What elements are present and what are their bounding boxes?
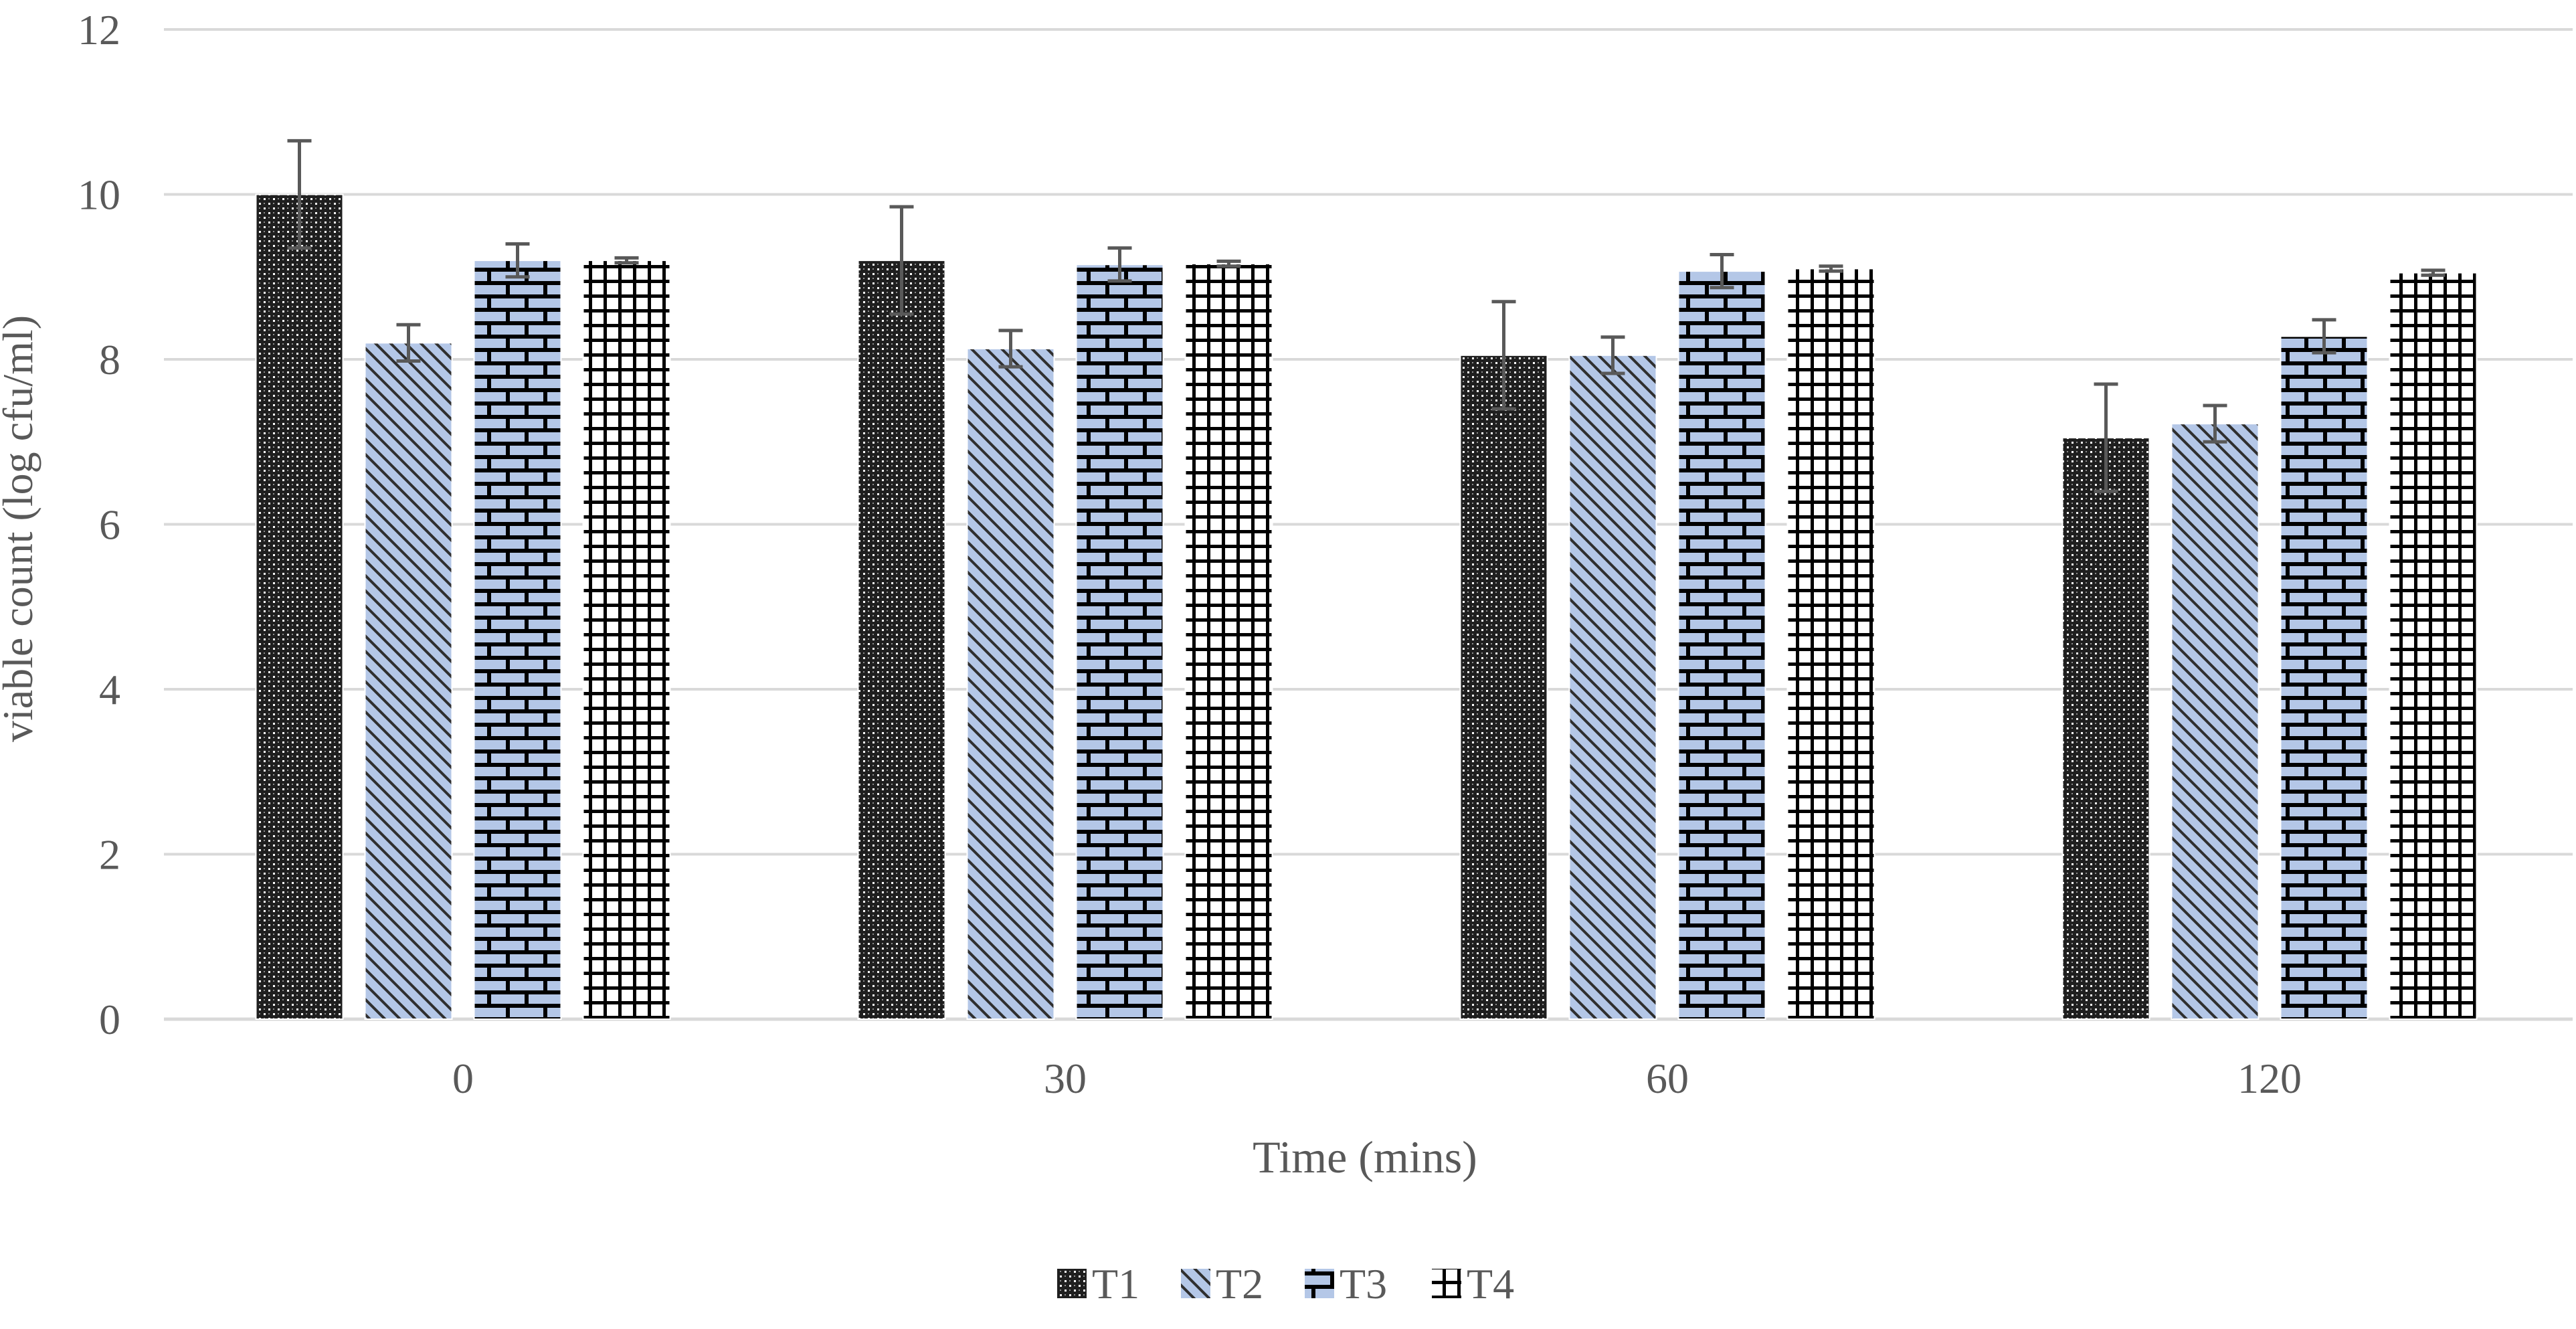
y-axis-title: viable count (log cfu/ml) — [0, 315, 41, 742]
legend-label: T3 — [1340, 1260, 1387, 1308]
bar-t1-0 — [255, 193, 344, 1020]
bar-t3-0 — [473, 260, 562, 1021]
bar-t1-30 — [857, 260, 946, 1021]
bar-t4-120 — [2389, 272, 2478, 1020]
legend-item-t4: T4 — [1432, 1260, 1514, 1308]
legend-item-t1: T1 — [1057, 1260, 1139, 1308]
bar-t3-60 — [1677, 270, 1766, 1020]
legend-swatch — [1432, 1269, 1461, 1298]
x-tick-label: 120 — [2237, 1055, 2302, 1102]
y-tick-label: 10 — [78, 171, 120, 219]
x-tick-label: 30 — [1044, 1055, 1087, 1102]
legend-swatch — [1057, 1269, 1087, 1298]
legend-label: T4 — [1467, 1260, 1514, 1308]
x-tick-label: 60 — [1646, 1055, 1689, 1102]
legend-label: T2 — [1216, 1260, 1263, 1308]
bar-t4-0 — [582, 260, 671, 1021]
y-tick-label: 0 — [99, 996, 120, 1043]
bar-t2-120 — [2171, 423, 2260, 1020]
x-axis-title: Time (mins) — [1253, 1132, 1477, 1182]
legend-swatch — [1305, 1269, 1334, 1298]
y-tick-label: 12 — [78, 6, 120, 54]
bar-t2-0 — [364, 342, 453, 1020]
x-axis-tick-labels: 0 30 60 120 — [452, 1055, 2302, 1102]
y-tick-label: 4 — [99, 666, 120, 713]
y-tick-label: 2 — [99, 831, 120, 879]
y-tick-label: 6 — [99, 501, 120, 549]
y-axis-ticks: 0 2 4 6 8 10 12 — [78, 6, 120, 1043]
legend-swatch — [1181, 1269, 1210, 1298]
error-bars — [287, 139, 2446, 493]
legend: T1 T2 T3 T4 — [1057, 1260, 1514, 1308]
legend-item-t3: T3 — [1305, 1260, 1387, 1308]
bar-t1-120 — [2061, 437, 2150, 1020]
legend-item-t2: T2 — [1181, 1260, 1263, 1308]
bar-series — [255, 193, 2478, 1021]
x-tick-label: 0 — [452, 1055, 474, 1102]
bar-t3-120 — [2280, 335, 2369, 1020]
bar-t2-60 — [1568, 354, 1657, 1020]
bar-t1-60 — [1459, 354, 1548, 1020]
bar-t4-60 — [1786, 268, 1875, 1020]
legend-label: T1 — [1092, 1260, 1139, 1308]
bar-t3-30 — [1075, 264, 1164, 1021]
bar-t2-30 — [966, 347, 1055, 1020]
bar-t4-30 — [1184, 263, 1273, 1020]
gridlines — [164, 28, 2573, 1021]
y-tick-label: 8 — [99, 336, 120, 383]
